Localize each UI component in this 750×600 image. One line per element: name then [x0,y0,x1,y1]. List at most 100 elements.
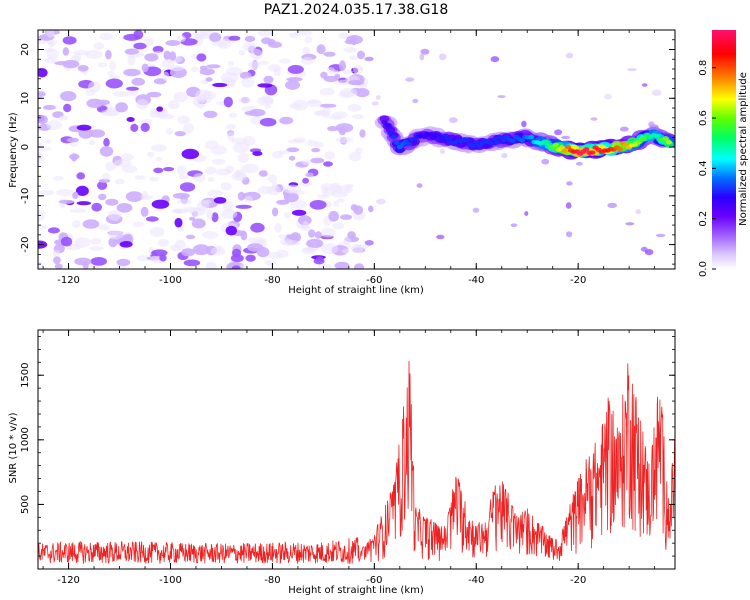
colorbar-gradient [712,30,736,269]
noise-blob [174,239,186,250]
noise-blob [331,111,348,119]
noise-blob [90,257,108,266]
noise-blob [340,214,352,220]
noise-blob [278,234,288,239]
noise-blob [627,68,637,72]
noise-blob [69,208,87,213]
noise-blob [291,209,307,216]
noise-blob [211,158,226,165]
noise-blob [359,129,366,138]
noise-blob [501,153,508,159]
noise-blob [352,65,364,75]
noise-blob [244,195,253,203]
ridge-blob [430,135,437,141]
ridge-blob [390,135,397,140]
noise-blob [323,75,339,83]
noise-blob [85,89,96,96]
noise-blob [339,87,358,97]
noise-blob [140,122,150,132]
ridge-blob [665,140,673,145]
noise-blob [283,184,302,194]
noise-blob [224,165,235,173]
noise-blob [156,106,164,112]
noise-blob [524,211,529,216]
noise-blob [257,60,270,65]
noise-blob [324,151,336,160]
noise-blob [335,136,353,144]
noise-blob [285,80,300,90]
noise-blob [121,165,138,173]
noise-blob [237,152,250,163]
noise-blob [43,105,56,110]
noise-blob [350,244,364,254]
snr-x-ticks: -120 -100 -80 -60 -40 -20 [42,330,656,586]
noise-blob [145,216,159,222]
noise-blob [99,146,114,157]
ridge-blob [509,138,516,143]
noise-blob [232,142,250,153]
noise-blob [181,248,196,257]
spectrogram-x-ticks: -120 -100 -80 -60 -40 -20 [42,30,656,286]
noise-blob [238,49,246,56]
noise-blob [352,114,364,120]
spectrogram-x-axis-label: Height of straight line (km) [288,285,424,296]
noise-blob [209,32,222,43]
noise-blob [210,247,226,256]
noise-blob [38,153,45,164]
noise-blob [77,65,89,72]
noise-blob [136,255,150,262]
noise-blob [38,261,45,268]
noise-blob [566,231,573,238]
ridge-blob [528,134,535,140]
noise-blob [193,173,206,183]
noise-blob [201,231,219,239]
noise-blob [212,82,228,88]
noise-blob [301,247,316,255]
noise-blob [62,36,77,45]
noise-blob [268,174,278,184]
noise-blob [116,203,133,213]
colorbar-tick-label: 0.2 [698,211,709,227]
noise-blob [46,30,55,38]
noise-blob [158,113,175,120]
noise-blob [405,77,415,82]
noise-blob [416,183,423,188]
noise-blob [126,117,135,122]
noise-blob [306,100,322,107]
noise-blob [62,59,80,69]
noise-blob [174,131,186,137]
noise-blob [319,87,335,96]
noise-blob [107,70,115,77]
noise-blob [651,89,662,96]
noise-blob [302,177,309,184]
noise-blob [134,175,146,180]
noise-blob [88,139,96,146]
noise-blob [220,72,239,83]
noise-blob [169,51,177,61]
noise-blob [521,120,527,128]
noise-blob [230,254,244,263]
noise-blob [56,189,74,197]
noise-blob [350,204,358,211]
noise-blob [90,237,102,245]
noise-blob [371,101,380,106]
spectrogram-y-ticks: -20 -10 0 10 20 [20,29,675,265]
x-tick-label: -120 [57,275,80,286]
noise-blob [339,60,346,72]
noise-blob [150,144,167,152]
noise-blob [259,117,277,127]
noise-blob [76,124,92,131]
noise-blob [97,181,108,190]
noise-blob [248,61,260,70]
noise-blob [304,36,313,44]
noise-blob [228,112,238,119]
noise-blob [241,77,255,88]
ridge-blob [519,138,526,143]
noise-blob [336,198,345,203]
ridge-blob [491,137,498,142]
snr-frame [37,329,676,570]
spectrogram-frame [37,29,676,270]
noise-blob [183,259,201,267]
noise-blob [357,50,365,60]
